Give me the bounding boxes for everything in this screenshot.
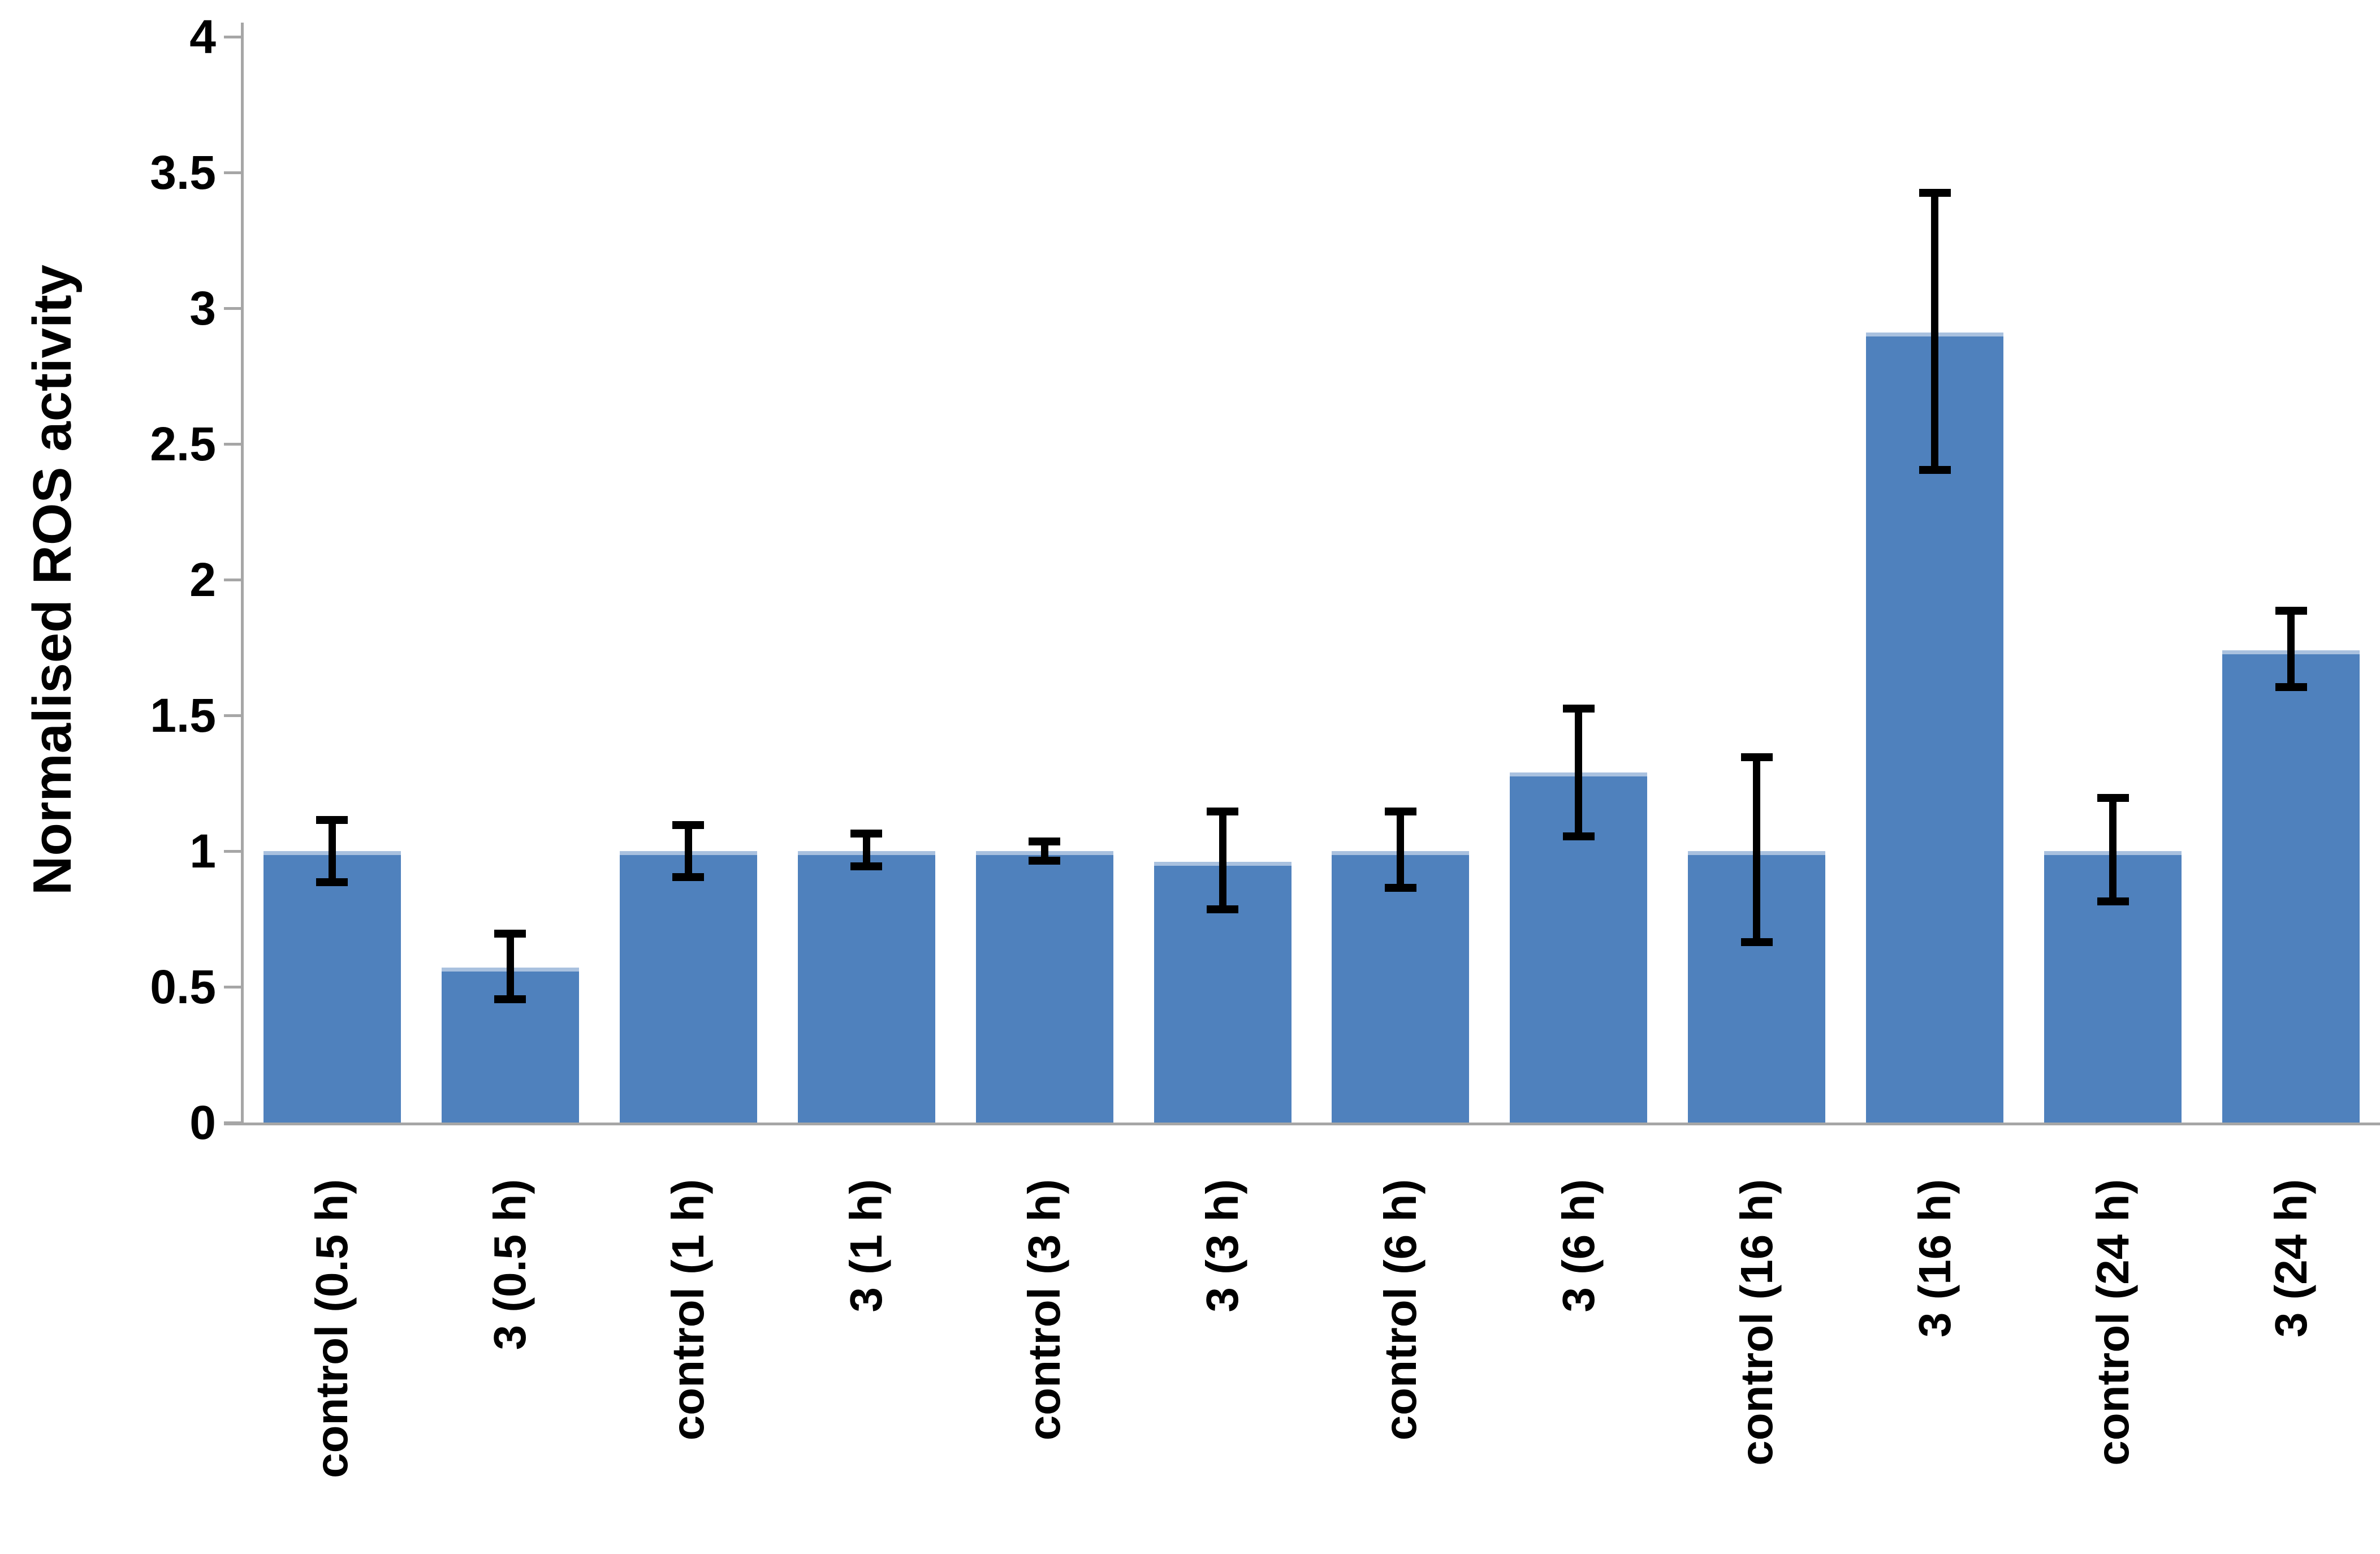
y-tick-label: 0 bbox=[189, 1096, 216, 1149]
bar-control-1-h bbox=[619, 851, 757, 1123]
bar-control-6-h bbox=[1332, 851, 1470, 1123]
y-tick-mark bbox=[224, 986, 243, 988]
error-cap-top-control-3-h bbox=[1029, 838, 1061, 845]
error-bar-control-1-h bbox=[684, 821, 692, 881]
y-tick-label: 4 bbox=[189, 10, 216, 63]
error-cap-bottom-control-3-h bbox=[1029, 857, 1061, 865]
y-tick-mark bbox=[224, 850, 243, 853]
error-bar-3-16-h bbox=[1931, 188, 1939, 474]
x-tick-label-control-6-h: control (6 h) bbox=[1375, 1179, 1426, 1441]
x-tick-label-control-16-h: control (16 h) bbox=[1731, 1179, 1782, 1466]
y-tick-mark bbox=[224, 307, 243, 310]
error-cap-bottom-control-24-h bbox=[2097, 897, 2129, 905]
error-cap-top-3-1-h bbox=[850, 829, 883, 838]
error-cap-top-3-0.5-h bbox=[494, 930, 526, 938]
bar-control-3-h bbox=[975, 851, 1113, 1123]
error-cap-bottom-3-6-h bbox=[1562, 832, 1595, 840]
y-tick-mark bbox=[224, 443, 243, 446]
x-tick-label-3-1-h: 3 (1 h) bbox=[841, 1179, 892, 1313]
error-bar-control-6-h bbox=[1397, 808, 1405, 892]
y-tick-label: 3 bbox=[189, 282, 216, 335]
error-cap-top-control-1-h bbox=[672, 821, 705, 830]
x-tick-label-3-3-h: 3 (3 h) bbox=[1197, 1179, 1248, 1313]
error-cap-top-3-24-h bbox=[2275, 607, 2307, 615]
error-cap-bottom-3-24-h bbox=[2275, 683, 2307, 691]
error-cap-bottom-control-16-h bbox=[1740, 938, 1773, 946]
error-bar-control-16-h bbox=[1753, 753, 1761, 946]
y-tick-mark bbox=[224, 579, 243, 581]
y-axis-line bbox=[241, 23, 244, 1125]
bar-3-1-h bbox=[797, 851, 935, 1123]
error-bar-3-6-h bbox=[1575, 704, 1583, 840]
x-tick-label-control-24-h: control (24 h) bbox=[2087, 1179, 2138, 1466]
x-tick-label-3-0.5-h: 3 (0.5 h) bbox=[485, 1179, 535, 1350]
error-bar-3-0.5-h bbox=[506, 930, 514, 1003]
y-tick-mark bbox=[224, 714, 243, 717]
x-tick-label-3-6-h: 3 (6 h) bbox=[1553, 1179, 1604, 1313]
error-bar-3-1-h bbox=[862, 829, 870, 870]
bar-3-24-h bbox=[2222, 650, 2360, 1123]
error-cap-top-control-16-h bbox=[1740, 753, 1773, 762]
error-cap-bottom-control-6-h bbox=[1384, 884, 1416, 892]
y-tick-mark bbox=[224, 171, 243, 174]
error-bar-3-24-h bbox=[2287, 607, 2295, 691]
x-axis-line bbox=[224, 1123, 2380, 1125]
error-cap-bottom-control-0.5-h bbox=[316, 878, 348, 887]
y-tick-label: 3.5 bbox=[150, 146, 216, 199]
x-tick-label-3-16-h: 3 (16 h) bbox=[1909, 1179, 1960, 1338]
error-cap-top-control-0.5-h bbox=[316, 815, 348, 824]
y-tick-label: 0.5 bbox=[150, 960, 216, 1013]
error-cap-top-control-24-h bbox=[2097, 794, 2129, 802]
y-tick-label: 1 bbox=[189, 825, 216, 878]
x-tick-label-control-3-h: control (3 h) bbox=[1019, 1179, 1070, 1441]
error-cap-bottom-3-1-h bbox=[850, 862, 883, 870]
y-tick-label: 2.5 bbox=[150, 417, 216, 470]
error-cap-bottom-3-3-h bbox=[1207, 905, 1239, 914]
y-tick-label: 2 bbox=[189, 553, 216, 606]
plot-area bbox=[243, 37, 2380, 1123]
error-bar-control-0.5-h bbox=[328, 815, 336, 887]
error-cap-bottom-control-1-h bbox=[672, 873, 705, 881]
error-bar-3-3-h bbox=[1219, 808, 1226, 914]
x-tick-label-control-1-h: control (1 h) bbox=[663, 1179, 714, 1441]
error-cap-top-3-6-h bbox=[1562, 704, 1595, 713]
y-tick-label: 1.5 bbox=[150, 689, 216, 742]
error-cap-top-3-3-h bbox=[1207, 808, 1239, 816]
y-axis-title: Normalised ROS activity bbox=[22, 264, 83, 895]
error-cap-top-3-16-h bbox=[1919, 188, 1951, 197]
y-tick-mark bbox=[224, 36, 243, 38]
bar-control-0.5-h bbox=[263, 851, 401, 1123]
x-tick-label-control-0.5-h: control (0.5 h) bbox=[306, 1179, 357, 1478]
error-bar-control-24-h bbox=[2109, 794, 2117, 905]
error-cap-top-control-6-h bbox=[1384, 808, 1416, 816]
error-cap-bottom-3-16-h bbox=[1919, 465, 1951, 474]
y-tick-mark bbox=[224, 1121, 243, 1124]
x-tick-label-3-24-h: 3 (24 h) bbox=[2265, 1179, 2316, 1338]
error-cap-bottom-3-0.5-h bbox=[494, 995, 526, 1003]
